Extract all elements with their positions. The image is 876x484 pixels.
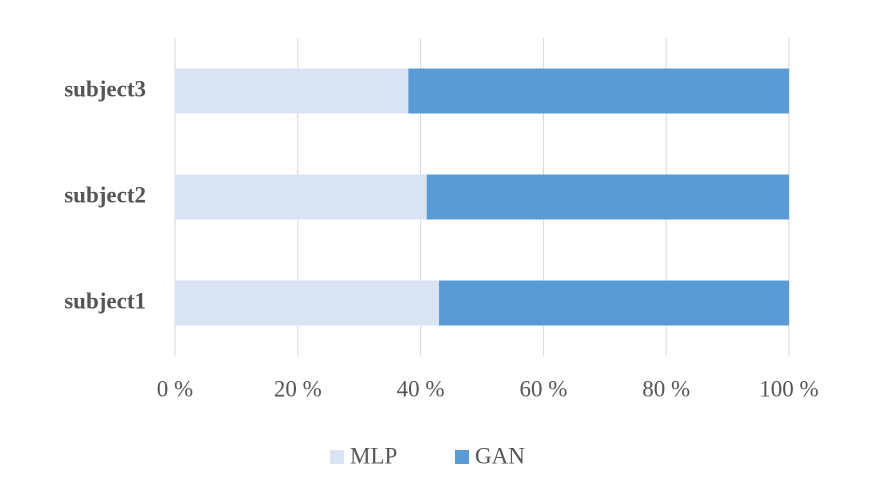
x-tick-label: 100 %: [759, 376, 818, 401]
bar-segment: [439, 280, 789, 326]
bar-segment: [175, 174, 427, 220]
bar-segment: [408, 68, 789, 114]
bar-segment: [426, 174, 789, 220]
y-tick-label: subject3: [64, 76, 146, 101]
x-tick-label: 60 %: [519, 376, 567, 401]
bar-segment: [175, 280, 440, 326]
x-tick-label: 80 %: [642, 376, 690, 401]
y-tick-label: subject2: [64, 182, 146, 207]
x-tick-label: 40 %: [397, 376, 445, 401]
bar-segment: [175, 68, 409, 114]
legend-label: MLP: [350, 443, 397, 468]
legend-label: GAN: [475, 443, 525, 468]
legend-swatch: [455, 450, 469, 464]
y-tick-label: subject1: [64, 288, 146, 313]
legend-swatch: [330, 450, 344, 464]
x-tick-label: 0 %: [157, 376, 193, 401]
x-tick-label: 20 %: [274, 376, 322, 401]
